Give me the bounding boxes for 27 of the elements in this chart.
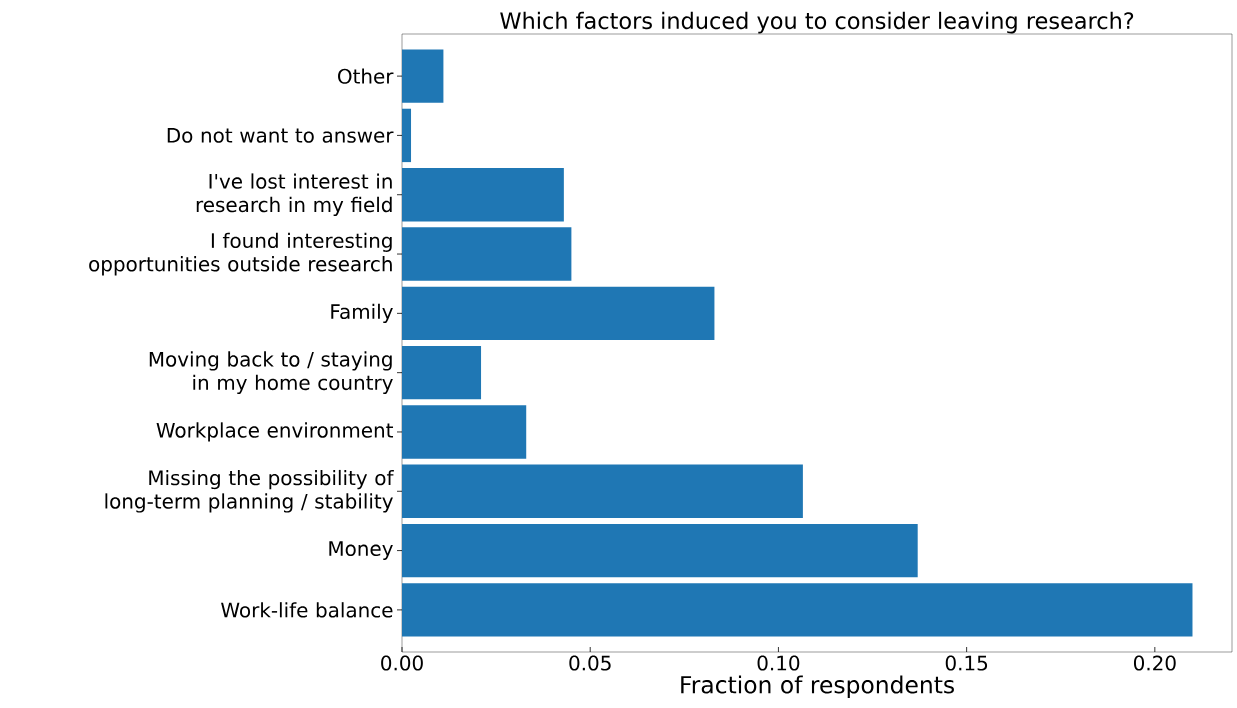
y-tick-label: I found interesting opportunities outside research bbox=[89, 232, 392, 276]
bar bbox=[402, 464, 803, 518]
bar bbox=[402, 286, 715, 341]
y-tick-label: Work-life balance bbox=[221, 602, 393, 618]
y-tick-label: Do not want to answer bbox=[167, 128, 394, 143]
y-tick-label: Moving back to / staying in my home country bbox=[149, 351, 393, 394]
x-axis-title: Fraction of respondents bbox=[681, 675, 954, 699]
x-tick-label: 0.10 bbox=[757, 655, 800, 671]
bar bbox=[402, 49, 444, 103]
chart-title: Which factors induced you to consider leaving research? bbox=[500, 11, 1134, 34]
x-tick-label: 0.05 bbox=[569, 655, 611, 671]
bar bbox=[402, 345, 482, 400]
bar bbox=[402, 583, 1193, 637]
bar bbox=[402, 405, 527, 459]
bar bbox=[402, 108, 412, 163]
x-tick-label: 0.20 bbox=[1133, 655, 1176, 671]
y-tick-label: I've lost interest in research in my field bbox=[196, 173, 392, 217]
y-tick-label: Workplace environment bbox=[156, 422, 394, 442]
x-tick-label: 0.15 bbox=[945, 655, 988, 671]
y-tick-label: Money bbox=[329, 541, 393, 560]
bar bbox=[402, 168, 564, 222]
x-tick-label: 0.00 bbox=[381, 655, 423, 671]
bar bbox=[402, 227, 572, 281]
y-tick-label: Other bbox=[338, 68, 394, 84]
bar bbox=[402, 523, 918, 578]
y-tick-label: Missing the possibility of long-term planning / stability bbox=[105, 469, 394, 513]
y-tick-label: Family bbox=[331, 303, 393, 323]
